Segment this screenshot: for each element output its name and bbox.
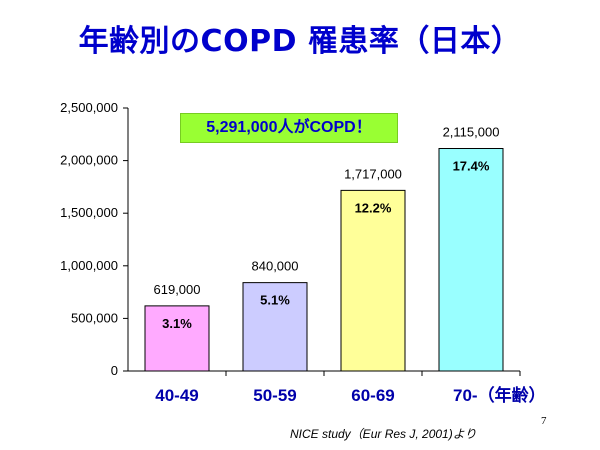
y-axis: 0 500,000 1,000,000 1,500,000 2,000,000 2,500… [60,100,129,378]
bar-percent-label: 5.1% [260,293,290,308]
bar-percent-label: 3.1% [162,316,192,331]
total-callout: 5,291,000人がCOPD！ [180,113,398,143]
bar-value-label: 840,000 [252,259,299,274]
page-number: 7 [541,415,547,427]
x-tick-label: 40-49 [155,386,198,405]
bar-value-label: 1,717,000 [344,166,402,181]
source-note: NICE study（Eur Res J, 2001)より [290,427,477,441]
bar-percent-label: 17.4% [453,159,490,174]
chart-title: 年齢別のCOPD 罹患率（日本） [78,24,522,59]
bar-value-label: 619,000 [154,282,201,297]
bar [144,305,210,372]
bar [242,282,308,372]
x-tick-label: 60-69 [351,386,394,405]
y-tick-label: 500,000 [71,310,118,325]
x-axis: 40-49 50-59 60-69 70-（年齢） [128,370,546,405]
x-tick-label: 50-59 [253,386,296,405]
bar [340,189,406,372]
y-tick-label: 2,500,000 [60,100,118,115]
x-tick-label: 70-（年齢） [453,385,546,405]
y-tick-label: 1,500,000 [60,205,118,220]
y-tick-label: 2,000,000 [60,153,118,168]
bar [438,148,504,372]
y-tick-label: 1,000,000 [60,258,118,273]
bar-value-label: 2,115,000 [443,125,500,140]
bar-percent-label: 12.2% [355,200,392,215]
bar-series: 619,000 3.1% 840,000 5.1% 1,717,000 12.2% 2,11… [144,125,504,372]
y-tick-label: 0 [111,363,118,378]
